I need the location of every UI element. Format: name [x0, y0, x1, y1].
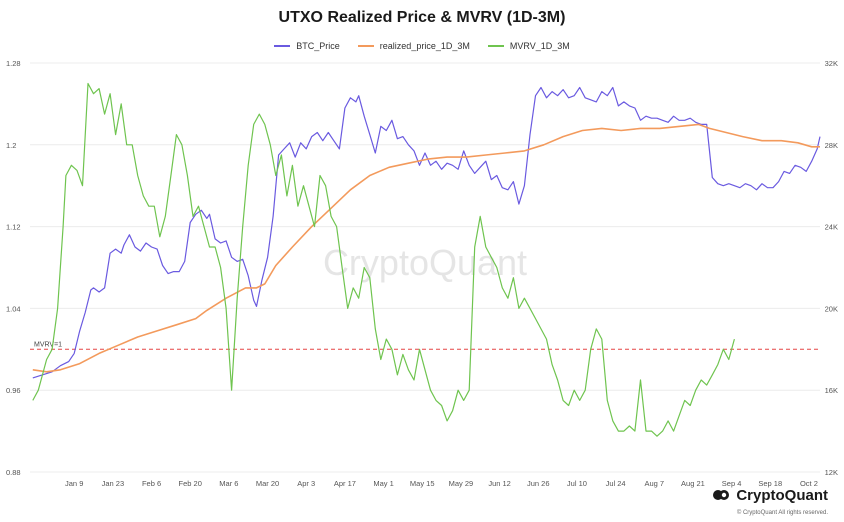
x-tick-label: Oct 2: [800, 479, 818, 488]
x-tick-label: Aug 7: [644, 479, 664, 488]
series-line-realized-price-1d-3m: [32, 123, 820, 373]
copyright: © CryptoQuant All rights reserved.: [736, 510, 828, 516]
y-left-tick-label: 1.04: [6, 304, 21, 313]
x-tick-label: Jul 10: [567, 479, 587, 488]
series-line-mvrv-1d-3m: [32, 82, 735, 437]
x-tick-label: Jul 24: [606, 479, 626, 488]
legend-swatch-btc-price: [274, 45, 291, 47]
legend-item-btc-price[interactable]: BTC_Price: [274, 41, 340, 51]
legend: BTC_Price realized_price_1D_3M MVRV_1D_3…: [0, 41, 844, 51]
y-left-tick-label: 0.88: [6, 468, 21, 477]
x-tick-label: May 15: [410, 479, 435, 488]
legend-label-mvrv: MVRV_1D_3M: [509, 41, 570, 51]
legend-item-mvrv[interactable]: MVRV_1D_3M: [487, 41, 570, 51]
legend-label-btc-price: BTC_Price: [296, 41, 340, 51]
x-tick-label: Sep 4: [722, 479, 742, 488]
brand: CryptoQuant: [712, 486, 828, 504]
mvrv-reference-label: MVRV=1: [34, 341, 62, 348]
x-tick-label: Jun 26: [527, 479, 550, 488]
y-right-tick-label: 28K: [825, 141, 838, 150]
y-right-tick-label: 16K: [825, 386, 838, 395]
watermark-text: CryptoQuant: [323, 242, 527, 283]
x-tick-label: May 1: [373, 479, 393, 488]
y-left-tick-label: 1.28: [6, 59, 21, 68]
legend-item-realized-price[interactable]: realized_price_1D_3M: [357, 41, 470, 51]
y-left-tick-label: 0.96: [6, 386, 21, 395]
legend-swatch-realized-price: [357, 45, 374, 47]
legend-label-realized-price: realized_price_1D_3M: [379, 41, 470, 51]
chart-title: UTXO Realized Price & MVRV (1D-3M): [278, 9, 566, 26]
x-tick-label: Apr 3: [297, 479, 315, 488]
x-tick-label: May 29: [449, 479, 474, 488]
x-tick-label: Mar 20: [256, 479, 279, 488]
brand-name: CryptoQuant: [736, 486, 828, 504]
x-tick-label: Jan 9: [65, 479, 83, 488]
x-tick-label: Mar 6: [219, 479, 238, 488]
cryptoquant-logo-icon: [712, 486, 730, 504]
x-tick-label: Jan 23: [102, 479, 125, 488]
x-tick-label: Feb 6: [142, 479, 161, 488]
x-tick-label: Jun 12: [488, 479, 511, 488]
y-right-tick-label: 24K: [825, 223, 838, 232]
y-left-tick-label: 1.12: [6, 223, 21, 232]
y-right-tick-label: 12K: [825, 468, 838, 477]
x-tick-label: Apr 17: [334, 479, 356, 488]
y-right-tick-label: 32K: [825, 59, 838, 68]
legend-swatch-mvrv: [487, 45, 504, 47]
series-line-btc-price: [32, 86, 821, 379]
x-tick-label: Feb 20: [179, 479, 202, 488]
x-tick-label: Sep 18: [758, 479, 782, 488]
x-tick-label: Aug 21: [681, 479, 705, 488]
y-left-tick-label: 1.2: [6, 141, 16, 150]
y-right-tick-label: 20K: [825, 304, 838, 313]
